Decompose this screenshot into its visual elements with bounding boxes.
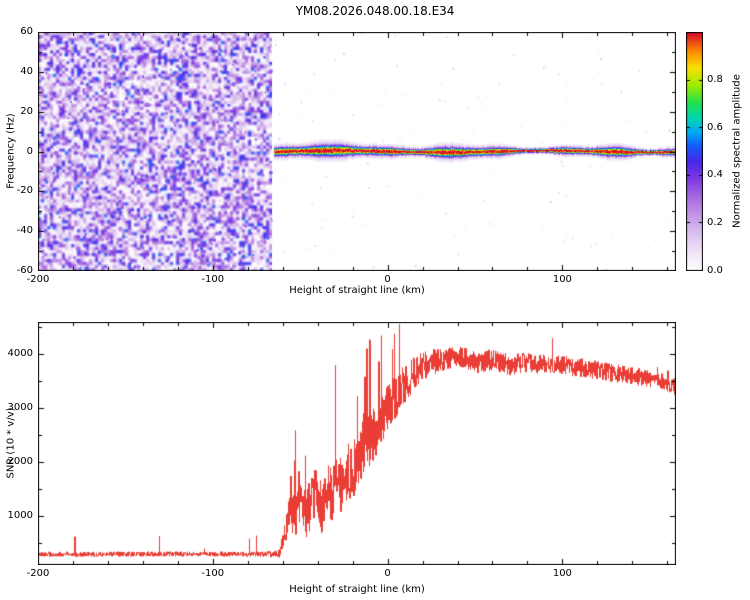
spectrogram-x-tick-label: 100	[552, 274, 572, 285]
spectrogram-y-tick-label: -40	[16, 225, 33, 237]
colorbar-canvas	[686, 32, 703, 271]
spectrogram-x-tick-label: -200	[26, 274, 50, 285]
colorbar-tick-label: 0.0	[707, 265, 723, 276]
colorbar-tick-label: 0.4	[707, 169, 723, 181]
colorbar-tick-label: 0.6	[707, 121, 723, 133]
spectrogram-xlabel: Height of straight line (km)	[289, 285, 425, 296]
colorbar	[686, 32, 703, 271]
snr-y-tick-label: 1000	[7, 510, 33, 522]
spectrogram-canvas	[38, 32, 676, 271]
colorbar-tick-label: 0.2	[707, 217, 723, 229]
snr-y-tick-label: 2000	[7, 456, 33, 468]
snr-x-tick-label: 100	[552, 568, 572, 579]
snr-panel	[38, 322, 676, 565]
colorbar-label: Normalized spectral amplitude	[731, 74, 743, 228]
snr-x-tick-label: -100	[201, 568, 225, 579]
spectrogram-y-tick-label: 0	[26, 145, 33, 157]
spectrogram-panel	[38, 32, 676, 271]
spectrogram-y-tick-label: 20	[20, 105, 33, 117]
snr-y-tick-label: 4000	[7, 348, 33, 360]
snr-xlabel: Height of straight line (km)	[289, 584, 425, 595]
spectrogram-x-tick-label: 0	[384, 274, 391, 285]
snr-x-tick-label: -200	[26, 568, 50, 579]
snr-y-tick-label: 3000	[7, 402, 33, 414]
figure-title: YM08.2026.048.00.18.E34	[295, 4, 455, 18]
spectrogram-y-tick-label: 40	[20, 65, 33, 77]
spectrogram-y-tick-label: -20	[16, 185, 33, 197]
spectrogram-y-tick-label: -60	[16, 265, 33, 276]
snr-canvas	[38, 322, 676, 565]
snr-x-tick-label: 0	[384, 568, 391, 579]
spectrogram-y-tick-label: 60	[20, 26, 33, 37]
spectrogram-x-tick-label: -100	[201, 274, 225, 285]
colorbar-tick-label: 0.8	[707, 73, 723, 85]
